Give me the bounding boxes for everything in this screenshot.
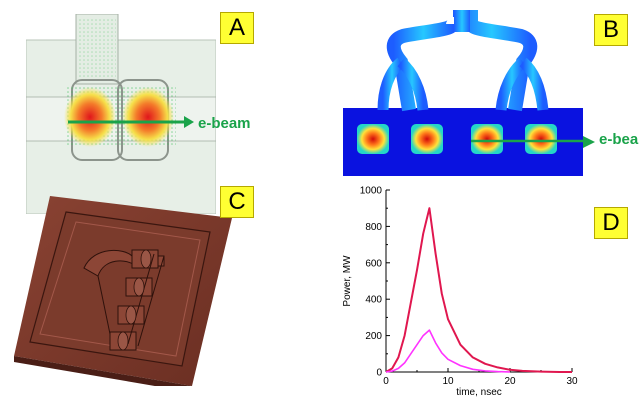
- series-line-1: [385, 207, 572, 373]
- y-tick-label: 800: [365, 222, 382, 233]
- panel-c-3d-model: [14, 196, 232, 386]
- panel-d-chart: 0 200 400 600 800 1000 0 10 20 30 time, nsec Power,…: [342, 186, 578, 399]
- panel-b-label: B: [594, 14, 628, 46]
- x-tick-label: 0: [383, 376, 389, 387]
- panel-d-label: D: [594, 207, 628, 239]
- y-tick-label: 600: [365, 258, 382, 269]
- y-tick-label: 0: [376, 368, 382, 379]
- x-tick-label: 30: [566, 376, 578, 387]
- panel-a-label: A: [220, 12, 254, 44]
- panel-b-field-map: [343, 10, 583, 176]
- x-axis-label: time, nsec: [456, 387, 502, 398]
- y-tick-label: 200: [365, 331, 382, 342]
- y-tick-label: 1000: [360, 186, 383, 197]
- panel-b-beam-label: e-bea: [599, 131, 639, 148]
- series-line-2: [385, 329, 511, 373]
- y-axis-label: Power, MW: [342, 255, 353, 307]
- y-tick-label: 400: [365, 295, 382, 306]
- panel-c-label: C: [220, 186, 254, 218]
- panel-b-cavities: [357, 124, 557, 154]
- panel-b-beam-arrow: [583, 136, 595, 148]
- x-tick-label: 20: [504, 376, 516, 387]
- x-tick-label: 10: [442, 376, 454, 387]
- panel-a-field-map: [26, 14, 216, 214]
- panel-a-beam-label: e-beam: [198, 115, 251, 132]
